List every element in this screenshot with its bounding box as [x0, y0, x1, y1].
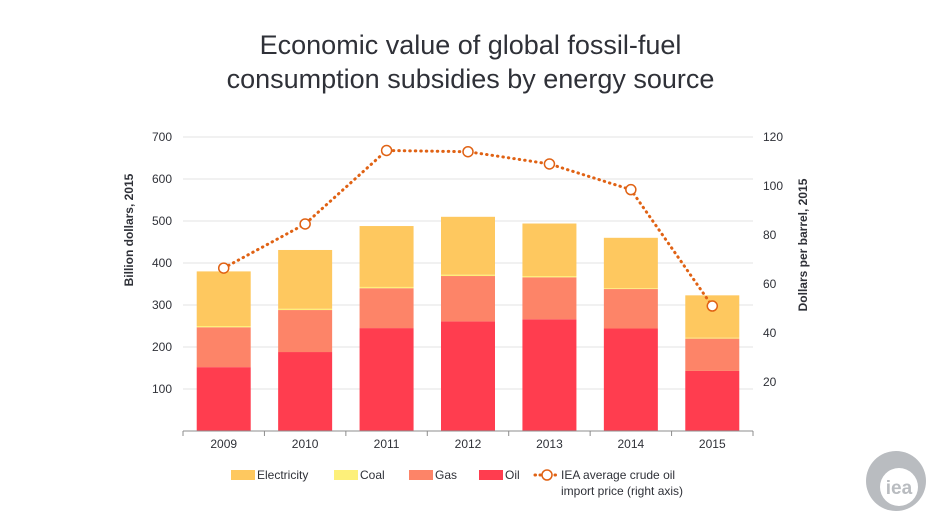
price-line [217, 144, 719, 312]
bar-electricity-2009 [196, 271, 251, 326]
bar-oil-2012 [441, 321, 495, 431]
price-point-2010 [299, 218, 311, 230]
x-tick-label-2009: 2009 [210, 437, 237, 451]
axes: 100 200 300 400 500 600 700 20 40 60 80 100 120 2009 2… [152, 130, 783, 451]
y-tick-label-700: 700 [152, 130, 172, 144]
y2-tick-label-80: 80 [763, 228, 777, 242]
bar-electricity-2011 [359, 226, 414, 287]
price-point-2009 [217, 262, 230, 274]
bar-gas-2010 [278, 310, 333, 353]
bar-coal-2011 [359, 286, 414, 289]
iea-logo-text: iea [886, 478, 913, 499]
legend-swatch-coal [334, 470, 358, 480]
chart-title-line-2: consumption subsidies by energy source [226, 64, 715, 94]
bar-coal-2012 [441, 274, 495, 277]
bar-oil-2009 [196, 367, 251, 431]
x-tick-label-2013: 2013 [536, 437, 563, 451]
chart-title: Economic value of global fossil-fuel con… [0, 28, 941, 96]
y-tick-label-100: 100 [152, 382, 172, 396]
bar-oil-2010 [278, 352, 333, 431]
chart-title-line-1: Economic value of global fossil-fuel [259, 30, 682, 60]
x-tick-label-2012: 2012 [455, 437, 482, 451]
y2-tick-label-60: 60 [763, 277, 777, 291]
legend: Electricity Coal Gas Oil IEA average crude o… [231, 468, 683, 498]
legend-label-oil: Oil [505, 468, 520, 482]
x-tick-label-2010: 2010 [292, 437, 319, 451]
bar-gas-2015 [685, 338, 740, 371]
bars [196, 216, 740, 431]
legend-swatch-price-marker [541, 469, 553, 481]
bar-oil-2014 [603, 328, 658, 431]
y-axis-label-right: Dollars per barrel, 2015 [796, 178, 810, 311]
iea-logo-inner [880, 468, 918, 506]
price-point-2014 [625, 183, 637, 196]
bar-gas-2014 [603, 289, 658, 329]
legend-label-coal: Coal [360, 468, 385, 482]
y2-tick-label-100: 100 [763, 179, 783, 193]
bar-coal-2015 [685, 337, 740, 339]
y2-tick-label-120: 120 [763, 130, 783, 144]
bar-oil-2013 [522, 319, 577, 431]
x-tick-label-2014: 2014 [618, 437, 645, 451]
legend-label-price-line-1: IEA average crude oil [561, 468, 675, 482]
legend-swatch-gas [409, 470, 433, 480]
y-tick-label-600: 600 [152, 172, 172, 186]
bar-coal-2013 [522, 276, 577, 278]
bar-gas-2011 [359, 288, 414, 329]
iea-logo: iea [866, 451, 926, 511]
bar-coal-2009 [196, 326, 251, 328]
bar-electricity-2013 [522, 223, 577, 277]
y-tick-label-400: 400 [152, 256, 172, 270]
price-point-2013 [543, 158, 556, 170]
y2-tick-label-20: 20 [763, 375, 777, 389]
y-axis-label-left: Billion dollars, 2015 [122, 173, 136, 286]
bar-electricity-2012 [441, 216, 495, 275]
y-tick-label-200: 200 [152, 340, 172, 354]
bar-coal-2010 [278, 308, 333, 311]
bar-oil-2015 [685, 370, 740, 431]
legend-label-gas: Gas [435, 468, 457, 482]
bar-electricity-2014 [603, 237, 658, 289]
price-point-2011 [380, 144, 393, 157]
bar-oil-2011 [359, 328, 414, 431]
legend-swatch-oil [479, 470, 503, 480]
bar-electricity-2010 [278, 249, 333, 309]
bar-coal-2014 [603, 288, 658, 290]
y-tick-label-500: 500 [152, 214, 172, 228]
x-tick-label-2011: 2011 [374, 437, 400, 451]
legend-swatch-electricity [231, 470, 255, 480]
bar-gas-2012 [441, 276, 495, 322]
price-point-2015 [706, 300, 719, 312]
legend-label-electricity: Electricity [257, 468, 308, 482]
bar-gas-2013 [522, 277, 577, 320]
bar-gas-2009 [196, 327, 251, 368]
x-tick-label-2015: 2015 [699, 437, 726, 451]
legend-label-price-line-2: import price (right axis) [561, 484, 683, 498]
y-tick-label-300: 300 [152, 298, 172, 312]
price-point-2012 [462, 145, 474, 158]
y2-tick-label-40: 40 [763, 326, 777, 340]
